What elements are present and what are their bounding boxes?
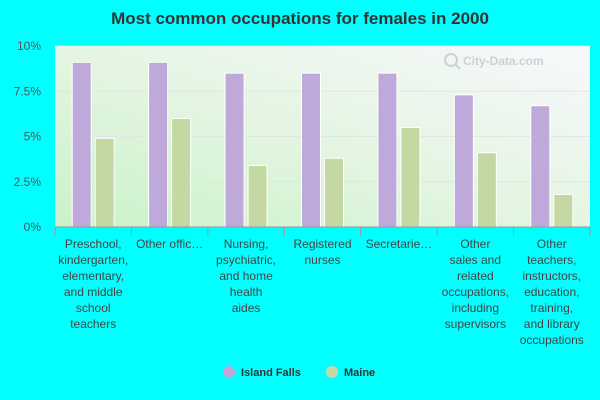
legend-label: Island Falls — [241, 367, 301, 379]
category-label: Other teachers, instructors, education, trai… — [520, 237, 584, 347]
y-axis-ticks: 0% 2.5% 5% 7.5% 10% — [14, 39, 42, 234]
watermark: City-Data.com — [444, 53, 544, 70]
category-label: Secretarie… — [366, 237, 433, 251]
bar-maine — [171, 117, 192, 228]
chart-title: Most common occupations for females in 2… — [111, 9, 489, 28]
legend-swatch — [326, 366, 338, 378]
y-tick-label: 5% — [24, 130, 42, 144]
y-tick-label: 2.5% — [14, 175, 42, 189]
legend: Island Falls Maine — [223, 366, 375, 379]
bar-island-falls — [148, 61, 169, 228]
bar-maine — [553, 193, 574, 228]
category-label: Nursing, psychiatric, and home health aides — [216, 237, 276, 315]
bar-maine — [94, 137, 115, 228]
bar-island-falls — [71, 61, 92, 228]
bar-maine — [247, 164, 268, 228]
bar-maine — [324, 157, 344, 228]
bar-island-falls — [453, 94, 474, 228]
bar-island-falls — [224, 72, 245, 228]
watermark-text: City-Data.com — [463, 54, 544, 68]
category-label: Other offic… — [136, 237, 203, 251]
y-tick-label: 7.5% — [14, 84, 42, 98]
x-axis — [54, 226, 591, 236]
bar-island-falls — [377, 72, 398, 228]
bar-maine — [476, 152, 497, 228]
bar-maine — [400, 126, 421, 228]
grid-lines — [55, 45, 590, 183]
legend-label: Maine — [344, 367, 375, 379]
category-label: Other sales and related occupations, includi… — [442, 237, 509, 331]
category-labels: Preschool, kindergarten, elementary, and mi… — [58, 237, 584, 347]
watermark-search-icon — [444, 53, 458, 67]
category-label: Registered nurses — [293, 237, 351, 267]
y-tick-label: 10% — [17, 39, 41, 53]
bar-island-falls — [301, 72, 321, 228]
category-label: Preschool, kindergarten, elementary, and mi… — [58, 237, 128, 331]
legend-swatch — [223, 366, 235, 378]
y-tick-label: 0% — [24, 220, 42, 234]
bar-island-falls — [530, 105, 551, 228]
